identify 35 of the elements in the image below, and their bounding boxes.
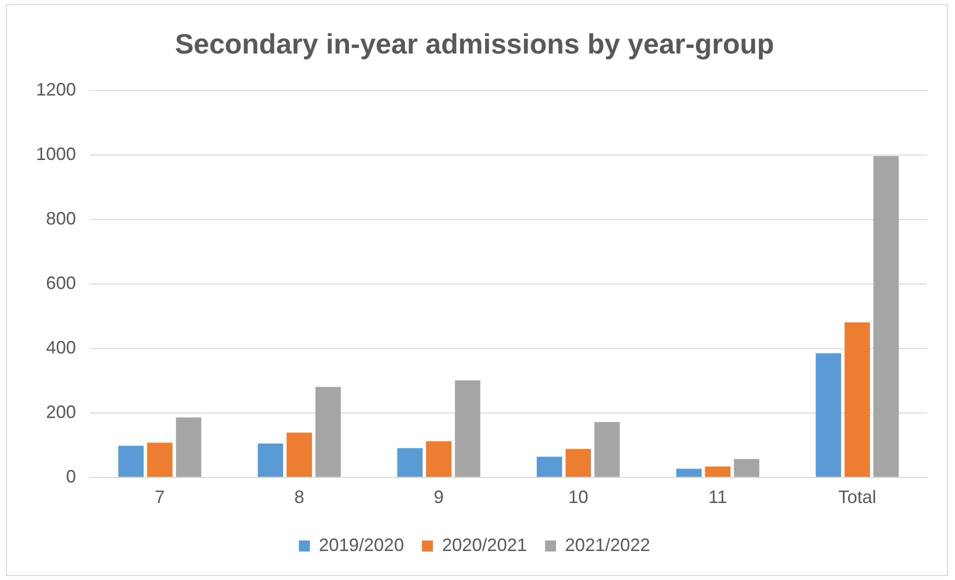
- bar: [147, 442, 172, 477]
- y-tick-label: 0: [66, 466, 76, 486]
- legend-label: 2020/2021: [442, 534, 528, 555]
- bar: [734, 459, 760, 477]
- x-tick-label: 8: [294, 487, 304, 508]
- y-tick-label: 600: [46, 272, 76, 293]
- bar: [594, 422, 620, 477]
- x-tick-label: Total: [838, 487, 876, 508]
- bar: [844, 322, 870, 477]
- legend-label: 2019/2020: [318, 534, 404, 555]
- bar: [566, 449, 591, 477]
- bar: [705, 466, 730, 477]
- bar: [454, 380, 480, 477]
- y-tick-label: 200: [46, 402, 76, 422]
- bar: [258, 444, 284, 477]
- bar: [286, 432, 312, 477]
- bar: [816, 353, 842, 477]
- legend-label: 2021/2022: [565, 534, 650, 555]
- bar: [676, 468, 702, 477]
- bar: [397, 448, 423, 477]
- bar: [536, 456, 562, 477]
- bar: [118, 446, 144, 477]
- bar: [315, 386, 341, 477]
- bar: [426, 441, 452, 477]
- x-tick-label: 10: [568, 487, 588, 508]
- y-tick-label: 1000: [36, 144, 76, 164]
- y-tick-label: 400: [46, 337, 76, 358]
- chart-title: Secondary in-year admissions by year-group: [174, 28, 774, 60]
- x-tick-label: 11: [708, 487, 728, 508]
- y-tick-label: 800: [46, 208, 76, 228]
- x-tick-label: 9: [434, 487, 444, 508]
- y-tick-label: 1200: [36, 80, 76, 100]
- bar: [176, 417, 202, 477]
- bar: [873, 156, 899, 477]
- x-tick-label: 7: [154, 487, 165, 508]
